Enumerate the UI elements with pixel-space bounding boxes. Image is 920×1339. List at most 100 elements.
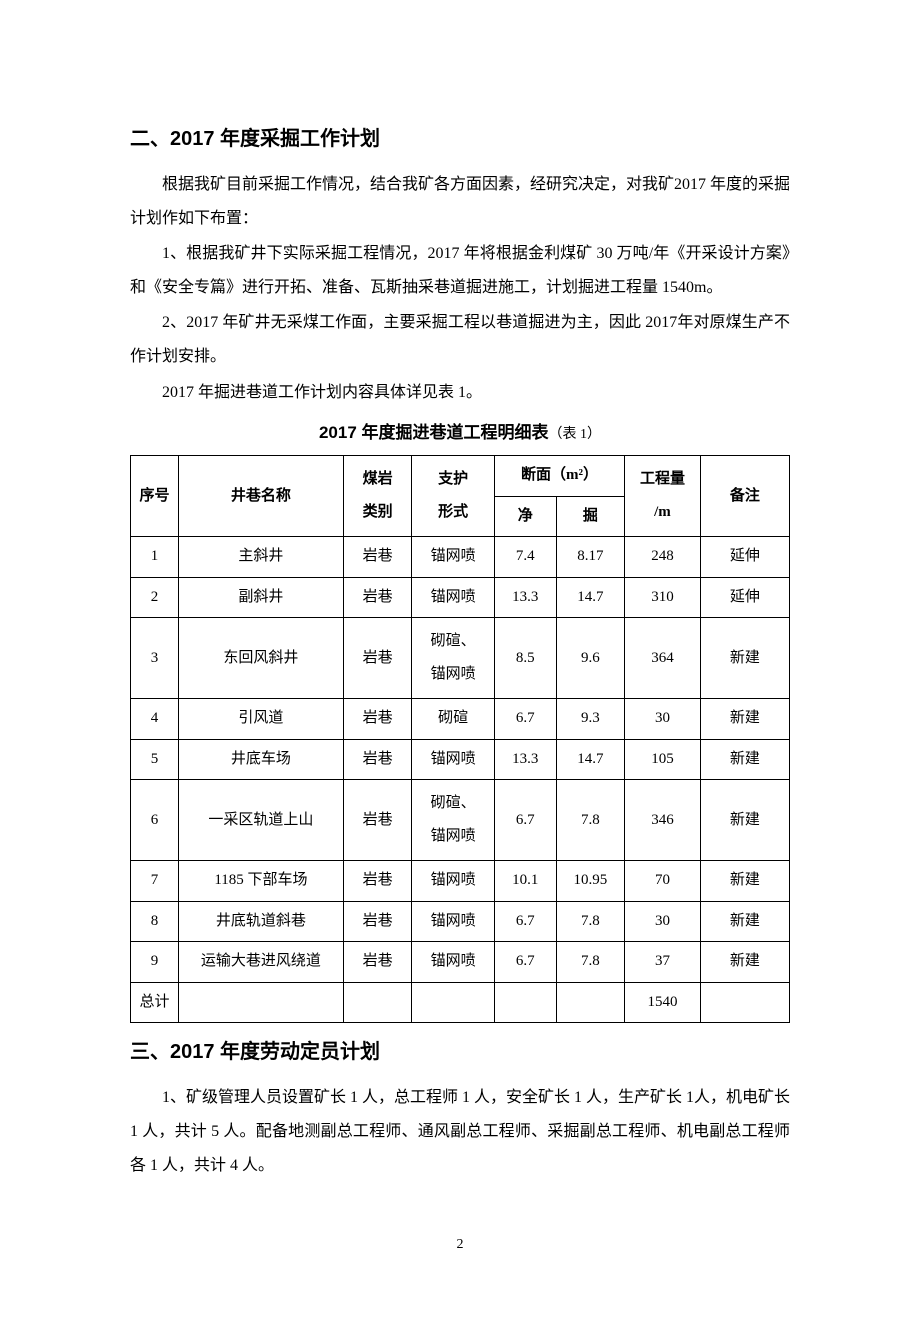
table-cell-support: 锚网喷	[412, 739, 494, 780]
table-cell-seq: 2	[131, 577, 179, 618]
table-cell-amount: 30	[625, 901, 701, 942]
table-cell-jing: 13.3	[494, 577, 556, 618]
table-cell-remark: 新建	[700, 901, 789, 942]
table-cell-type: 岩巷	[343, 699, 412, 740]
table-cell-seq: 8	[131, 901, 179, 942]
table-cell-type: 岩巷	[343, 739, 412, 780]
table-cell-remark: 新建	[700, 861, 789, 902]
header-jing: 净	[494, 496, 556, 537]
paragraph-5: 1、矿级管理人员设置矿长 1 人，总工程师 1 人，安全矿长 1 人，生产矿长 …	[130, 1081, 790, 1182]
table-cell-jue: 14.7	[556, 739, 625, 780]
table-row: 9运输大巷进风绕道岩巷锚网喷6.77.837新建	[131, 942, 790, 983]
table-cell-name: 1185 下部车场	[179, 861, 344, 902]
table-cell-seq: 9	[131, 942, 179, 983]
table-cell-name: 一采区轨道上山	[179, 780, 344, 861]
table-cell-remark: 新建	[700, 942, 789, 983]
table-cell-jing: 6.7	[494, 901, 556, 942]
section-heading-2: 二、2017 年度采掘工作计划	[130, 120, 790, 158]
header-seq: 序号	[131, 456, 179, 537]
table-cell-remark: 延伸	[700, 577, 789, 618]
table-cell-name: 井底轨道斜巷	[179, 901, 344, 942]
table-cell-jue: 7.8	[556, 942, 625, 983]
table-title-note: （表 1）	[549, 427, 602, 442]
table-row: 4引风道岩巷砌碹6.79.330新建	[131, 699, 790, 740]
table-cell-seq: 4	[131, 699, 179, 740]
table-cell-name: 引风道	[179, 699, 344, 740]
table-cell-name: 井底车场	[179, 739, 344, 780]
tunnel-project-table: 序号 井巷名称 煤岩类别 支护形式 断面（m²） 工程量/m 备注 净 掘 1主…	[130, 455, 790, 1023]
table-row: 1主斜井岩巷锚网喷7.48.17248延伸	[131, 537, 790, 578]
table-cell-support: 锚网喷	[412, 537, 494, 578]
table-cell-jing: 13.3	[494, 739, 556, 780]
table-row: 2副斜井岩巷锚网喷13.314.7310延伸	[131, 577, 790, 618]
table-cell-remark: 新建	[700, 739, 789, 780]
table-cell-jue: 9.6	[556, 618, 625, 699]
paragraph-2: 1、根据我矿井下实际采掘工程情况，2017 年将根据金利煤矿 30 万吨/年《开…	[130, 237, 790, 304]
header-type: 煤岩类别	[343, 456, 412, 537]
page-number: 2	[130, 1232, 790, 1259]
table-cell-amount: 346	[625, 780, 701, 861]
table-cell-name: 副斜井	[179, 577, 344, 618]
table-cell-support: 砌碹	[412, 699, 494, 740]
header-support: 支护形式	[412, 456, 494, 537]
table-cell-remark: 新建	[700, 618, 789, 699]
table-row: 71185 下部车场岩巷锚网喷10.110.9570新建	[131, 861, 790, 902]
table-cell-support: 砌碹、锚网喷	[412, 618, 494, 699]
table-cell-seq: 5	[131, 739, 179, 780]
paragraph-3: 2、2017 年矿井无采煤工作面，主要采掘工程以巷道掘进为主，因此 2017年对…	[130, 306, 790, 373]
table-cell-jue: 7.8	[556, 780, 625, 861]
header-name: 井巷名称	[179, 456, 344, 537]
table-cell-name: 东回风斜井	[179, 618, 344, 699]
table-title: 2017 年度掘进巷道工程明细表（表 1）	[130, 417, 790, 449]
table-cell-remark: 新建	[700, 780, 789, 861]
table-cell-type: 岩巷	[343, 537, 412, 578]
table-cell-jue: 7.8	[556, 901, 625, 942]
table-header-row-1: 序号 井巷名称 煤岩类别 支护形式 断面（m²） 工程量/m 备注	[131, 456, 790, 497]
table-total-cell-seq: 总计	[131, 982, 179, 1023]
table-cell-seq: 7	[131, 861, 179, 902]
header-section: 断面（m²）	[494, 456, 624, 497]
table-cell-name: 主斜井	[179, 537, 344, 578]
table-total-cell-remark	[700, 982, 789, 1023]
table-cell-support: 砌碹、锚网喷	[412, 780, 494, 861]
header-amount: 工程量/m	[625, 456, 701, 537]
table-cell-type: 岩巷	[343, 618, 412, 699]
header-jue: 掘	[556, 496, 625, 537]
table-cell-seq: 3	[131, 618, 179, 699]
table-cell-jing: 6.7	[494, 780, 556, 861]
table-total-cell-amount: 1540	[625, 982, 701, 1023]
table-cell-type: 岩巷	[343, 901, 412, 942]
table-total-cell-name	[179, 982, 344, 1023]
table-cell-support: 锚网喷	[412, 577, 494, 618]
table-cell-amount: 37	[625, 942, 701, 983]
table-cell-remark: 新建	[700, 699, 789, 740]
table-cell-jing: 10.1	[494, 861, 556, 902]
table-total-row: 总计 1540	[131, 982, 790, 1023]
table-cell-seq: 1	[131, 537, 179, 578]
header-remark: 备注	[700, 456, 789, 537]
table-cell-seq: 6	[131, 780, 179, 861]
paragraph-1: 根据我矿目前采掘工作情况，结合我矿各方面因素，经研究决定，对我矿2017 年度的…	[130, 168, 790, 235]
table-cell-jing: 7.4	[494, 537, 556, 578]
table-cell-amount: 310	[625, 577, 701, 618]
table-row: 3东回风斜井岩巷砌碹、锚网喷8.59.6364新建	[131, 618, 790, 699]
table-cell-type: 岩巷	[343, 577, 412, 618]
table-total-cell-jue	[556, 982, 625, 1023]
table-cell-amount: 30	[625, 699, 701, 740]
table-cell-jue: 14.7	[556, 577, 625, 618]
section-heading-3: 三、2017 年度劳动定员计划	[130, 1033, 790, 1071]
table-cell-type: 岩巷	[343, 780, 412, 861]
table-cell-name: 运输大巷进风绕道	[179, 942, 344, 983]
table-cell-type: 岩巷	[343, 942, 412, 983]
table-total-cell-jing	[494, 982, 556, 1023]
table-cell-amount: 105	[625, 739, 701, 780]
table-row: 6一采区轨道上山岩巷砌碹、锚网喷6.77.8346新建	[131, 780, 790, 861]
table-cell-type: 岩巷	[343, 861, 412, 902]
table-title-text: 2017 年度掘进巷道工程明细表	[319, 423, 549, 442]
table-cell-amount: 364	[625, 618, 701, 699]
paragraph-4: 2017 年掘进巷道工作计划内容具体详见表 1。	[130, 376, 790, 410]
table-cell-jing: 8.5	[494, 618, 556, 699]
table-cell-jue: 8.17	[556, 537, 625, 578]
table-cell-amount: 248	[625, 537, 701, 578]
table-cell-support: 锚网喷	[412, 942, 494, 983]
